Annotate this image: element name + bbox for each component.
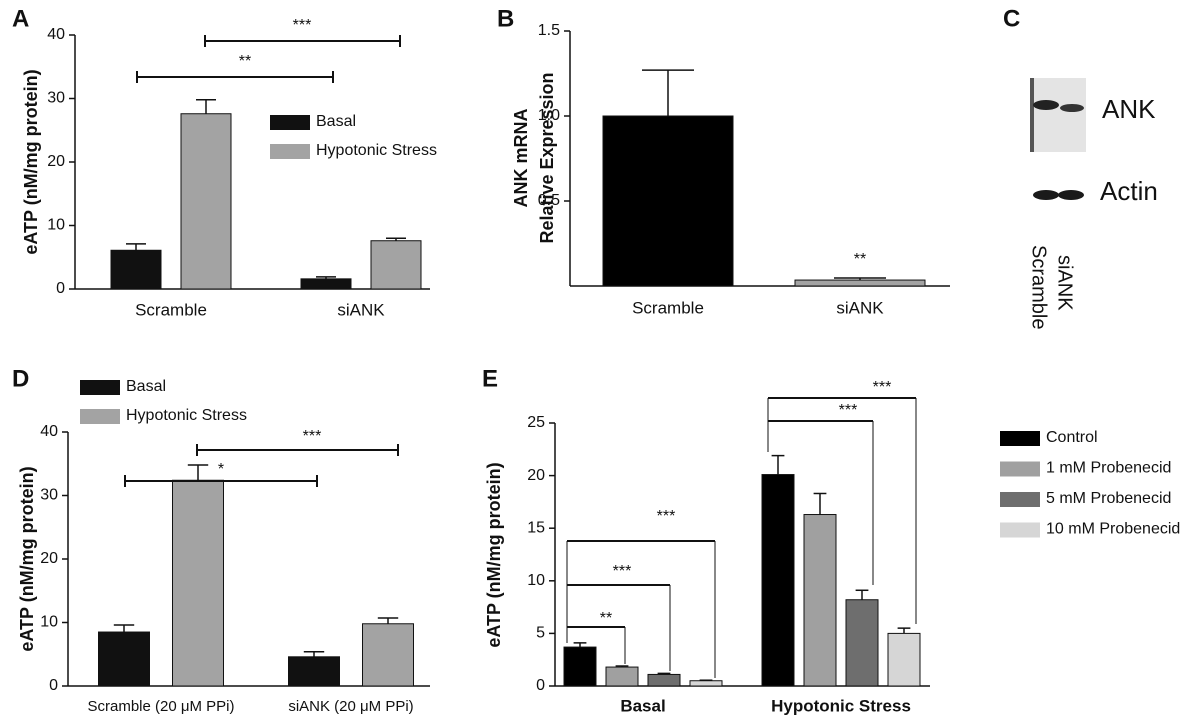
bar — [887, 632, 921, 687]
bar — [845, 599, 879, 687]
y-tick-label: 0 — [49, 677, 58, 694]
legend-label: 10 mM Probenecid — [1046, 521, 1180, 538]
legend-swatch — [270, 115, 310, 130]
significance-label: *** — [613, 563, 632, 580]
legend-label: Control — [1046, 429, 1098, 446]
significance-label: *** — [839, 402, 858, 419]
band-label: ANK — [1102, 94, 1156, 124]
x-tick-label: siANK (20 μM PPi) — [288, 698, 413, 715]
panel-letter: C — [1003, 5, 1020, 32]
y-tick-label: 1.5 — [538, 22, 560, 39]
significance-label: *** — [293, 17, 312, 34]
y-tick-label: 0.5 — [538, 192, 560, 209]
x-tick-label: Hypotonic Stress — [771, 696, 911, 715]
x-tick-label: siANK — [836, 298, 884, 317]
legend-label: Basal — [126, 378, 166, 395]
y-tick-label: 15 — [527, 519, 545, 536]
legend-label: 1 mM Probenecid — [1046, 460, 1171, 477]
significance-label: ** — [854, 251, 866, 268]
y-tick-label: 25 — [527, 414, 545, 431]
y-tick-label: 40 — [47, 26, 65, 43]
panel-letter: B — [497, 5, 514, 32]
blot-edge — [1030, 78, 1034, 152]
bar — [98, 631, 150, 687]
y-tick-label: 40 — [40, 423, 58, 440]
lane-label: siANK — [1054, 255, 1076, 311]
bar — [180, 113, 232, 290]
x-tick-label: Scramble — [632, 298, 704, 317]
blot-band — [1033, 100, 1059, 110]
bar — [602, 115, 734, 287]
blot-band — [1033, 190, 1059, 200]
bar — [794, 279, 926, 287]
blot-band — [1060, 104, 1084, 112]
bar — [362, 623, 414, 687]
legend-swatch — [1000, 431, 1040, 446]
y-tick-label: 10 — [47, 217, 65, 234]
legend-swatch — [1000, 522, 1040, 538]
blot-background — [1030, 78, 1086, 152]
bar — [689, 680, 723, 687]
legend-label: 5 mM Probenecid — [1046, 490, 1171, 507]
y-tick-label: 10 — [527, 572, 545, 589]
significance-label: ** — [239, 53, 251, 70]
legend-swatch — [80, 380, 120, 395]
blot-band — [1058, 190, 1084, 200]
x-tick-label: Scramble (20 μM PPi) — [87, 698, 234, 715]
y-tick-label: 30 — [47, 90, 65, 107]
bar — [605, 666, 639, 687]
bar — [370, 240, 422, 290]
band-label: Actin — [1100, 176, 1158, 206]
legend-swatch — [80, 409, 120, 424]
y-tick-label: 20 — [40, 550, 58, 567]
bar — [110, 249, 162, 290]
y-tick-label: 20 — [527, 467, 545, 484]
y-tick-label: 1.0 — [538, 107, 560, 124]
y-tick-label: 5 — [536, 625, 545, 642]
x-tick-label: Basal — [620, 696, 665, 715]
legend-label: Hypotonic Stress — [126, 407, 247, 424]
bar — [647, 673, 681, 687]
y-tick-label: 10 — [40, 614, 58, 631]
y-axis-label: Relative Expression — [537, 72, 557, 243]
lane-label: Scramble — [1028, 245, 1050, 329]
y-tick-label: 30 — [40, 487, 58, 504]
y-tick-label: 0 — [56, 280, 65, 297]
panel-letter: E — [482, 365, 498, 392]
x-tick-label: siANK — [337, 300, 385, 319]
y-axis-label: eATP (nM/mg protein) — [484, 462, 504, 647]
y-axis-label: ANK mRNA — [511, 108, 531, 207]
legend-swatch — [1000, 492, 1040, 507]
y-tick-label: 0 — [536, 677, 545, 694]
significance-label: * — [218, 461, 224, 478]
blot-panel: C ANK Actin Scramble siANK — [1003, 5, 1158, 329]
significance-label: *** — [657, 508, 676, 525]
bar — [761, 474, 795, 687]
y-axis-label: eATP (nM/mg protein) — [21, 69, 41, 254]
bar — [288, 656, 340, 687]
bar — [563, 646, 597, 687]
significance-label: ** — [600, 610, 612, 627]
bar — [300, 278, 352, 290]
panel-letter: A — [12, 5, 29, 32]
y-tick-label: 20 — [47, 153, 65, 170]
bar — [172, 479, 224, 687]
panel-letter: D — [12, 365, 29, 392]
legend-label: Basal — [316, 113, 356, 130]
significance-label: *** — [303, 428, 322, 445]
bar — [803, 514, 837, 687]
legend-swatch — [1000, 461, 1040, 477]
y-axis-label: eATP (nM/mg protein) — [17, 466, 37, 651]
significance-label: *** — [873, 379, 892, 396]
x-tick-label: Scramble — [135, 300, 207, 319]
legend-swatch — [270, 144, 310, 159]
legend-label: Hypotonic Stress — [316, 142, 437, 159]
